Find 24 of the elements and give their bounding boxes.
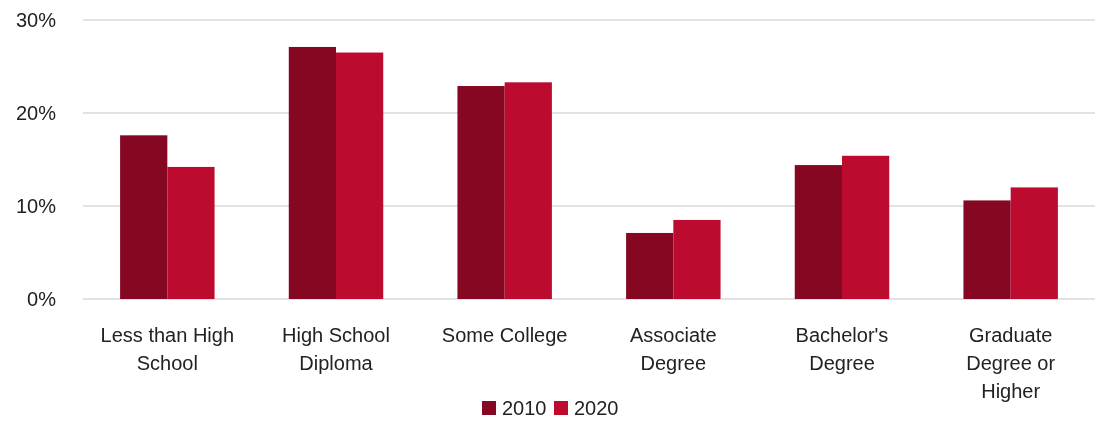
bar bbox=[504, 82, 552, 299]
x-tick-label: Graduate Degree or Higher bbox=[966, 324, 1056, 402]
y-tick-label: 10% bbox=[15, 195, 57, 217]
y-tick-label: 30% bbox=[15, 9, 57, 31]
x-tick-label: Some College bbox=[441, 324, 568, 346]
bar bbox=[457, 86, 505, 299]
x-tick-label: Bachelor's Degree bbox=[795, 324, 889, 374]
bar bbox=[167, 166, 215, 299]
bar bbox=[673, 219, 721, 299]
y-tick-label: 0% bbox=[27, 288, 57, 310]
x-tick-label: Less than High School bbox=[100, 324, 235, 374]
bar bbox=[336, 52, 384, 299]
x-tick-label: Associate Degree bbox=[629, 324, 717, 374]
bar bbox=[842, 155, 890, 299]
bar bbox=[1010, 187, 1058, 299]
bar bbox=[288, 46, 336, 299]
legend-label: 2020 bbox=[574, 397, 619, 419]
y-tick-label: 20% bbox=[15, 102, 57, 124]
bar bbox=[626, 232, 674, 299]
legend-label: 2010 bbox=[502, 397, 547, 419]
bar bbox=[120, 135, 168, 299]
bar bbox=[794, 165, 842, 299]
bar bbox=[963, 200, 1011, 299]
x-tick-label: High School Diploma bbox=[282, 324, 390, 374]
